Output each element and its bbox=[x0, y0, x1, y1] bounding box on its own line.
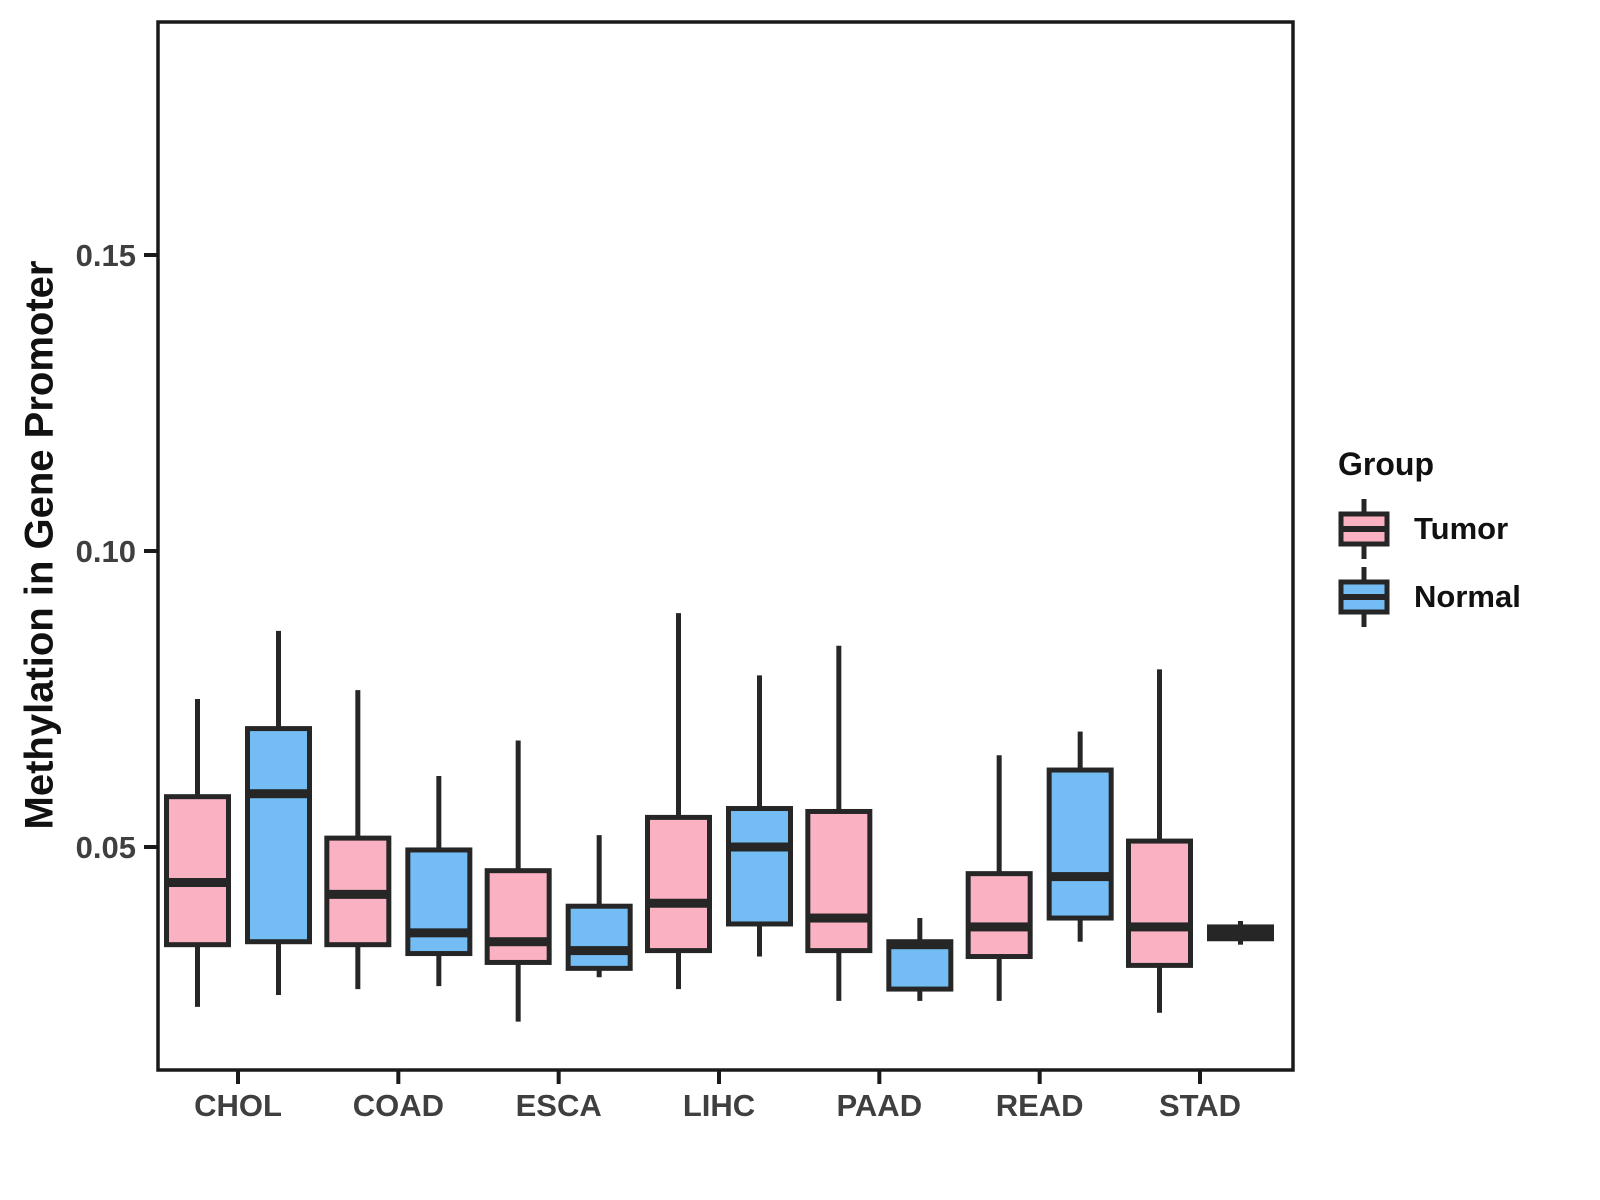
box-STAD-tumor bbox=[1125, 838, 1193, 968]
legend: Group Tumor Normal bbox=[1336, 446, 1521, 631]
x-axis-label-STAD: STAD bbox=[1159, 1088, 1241, 1123]
box-ESCA-tumor bbox=[484, 868, 552, 965]
box-PAAD-normal-median bbox=[888, 940, 951, 950]
box-PAAD-tumor-median bbox=[807, 913, 870, 923]
legend-title: Group bbox=[1338, 446, 1434, 482]
box-PAAD-normal bbox=[886, 939, 954, 992]
y-tick-label-0.10: 0.10 bbox=[76, 534, 136, 569]
x-axis-label-COAD: COAD bbox=[353, 1088, 444, 1123]
box-COAD-normal-median bbox=[407, 928, 470, 938]
box-CHOL-tumor bbox=[164, 794, 231, 948]
box-LIHC-tumor-median bbox=[647, 898, 710, 908]
tumor-boxplot-key-icon bbox=[1338, 499, 1390, 559]
box-ESCA-tumor-median bbox=[487, 937, 550, 947]
plot-panel-border bbox=[156, 20, 1295, 1072]
box-STAD-normal-median bbox=[1209, 928, 1272, 938]
box-ESCA-normal-median bbox=[568, 946, 631, 956]
x-axis-label-PAAD: PAAD bbox=[837, 1088, 923, 1123]
box-READ-normal-median bbox=[1049, 872, 1112, 882]
x-axis-label-CHOL: CHOL bbox=[194, 1088, 282, 1123]
x-axis-label-READ: READ bbox=[996, 1088, 1084, 1123]
box-LIHC-normal bbox=[725, 806, 793, 927]
box-CHOL-normal-median bbox=[247, 789, 310, 799]
x-axis-label-ESCA: ESCA bbox=[516, 1088, 602, 1123]
box-ESCA-normal bbox=[565, 903, 633, 971]
box-STAD-tumor-median bbox=[1128, 922, 1191, 932]
legend-entry-tumor: Tumor bbox=[1336, 495, 1521, 563]
y-tick-label-0.15: 0.15 bbox=[76, 238, 136, 273]
legend-label-tumor: Tumor bbox=[1414, 511, 1509, 546]
y-tick-label-0.05: 0.05 bbox=[76, 830, 136, 865]
box-LIHC-tumor bbox=[644, 814, 712, 954]
box-READ-tumor-median bbox=[968, 922, 1031, 932]
box-CHOL-normal bbox=[245, 726, 312, 945]
legend-entry-normal: Normal bbox=[1336, 563, 1521, 631]
box-LIHC-normal-median bbox=[728, 842, 791, 852]
legend-label-normal: Normal bbox=[1414, 579, 1521, 614]
box-COAD-tumor-median bbox=[326, 889, 389, 899]
box-COAD-normal bbox=[405, 847, 473, 957]
y-axis-title: Methylation in Gene Promoter bbox=[17, 260, 62, 830]
box-READ-tumor bbox=[965, 871, 1033, 960]
box-PAAD-tumor bbox=[805, 808, 873, 954]
box-READ-normal bbox=[1046, 767, 1114, 921]
box-CHOL-tumor-median bbox=[166, 878, 229, 888]
normal-boxplot-key-icon bbox=[1338, 567, 1390, 627]
x-axis-label-LIHC: LIHC bbox=[683, 1088, 755, 1123]
